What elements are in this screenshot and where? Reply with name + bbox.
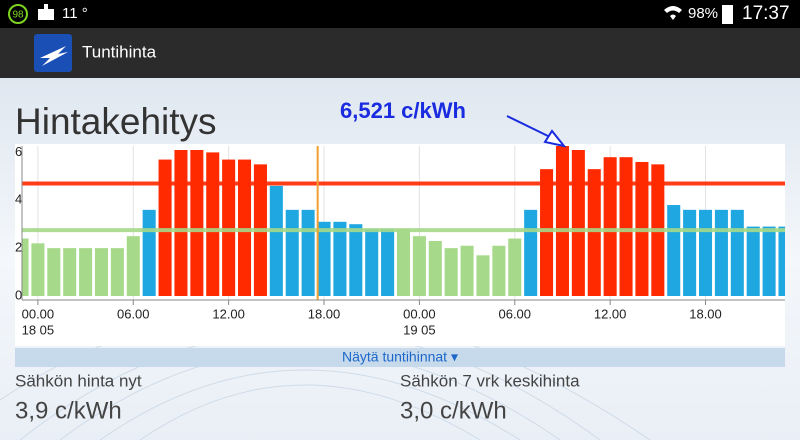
bar (317, 221, 331, 296)
bar (778, 226, 785, 296)
toggle-label[interactable]: Näytä tuntihinnat ▾ (342, 349, 458, 365)
bar (730, 209, 744, 296)
bar (460, 245, 474, 296)
bar (619, 157, 633, 296)
x-date-label: 19 05 (403, 322, 436, 337)
bar (301, 209, 315, 296)
bar (238, 159, 252, 296)
bar (667, 205, 681, 296)
bar (47, 248, 61, 296)
wifi-icon (664, 6, 682, 20)
page-title: Hintakehitys (15, 101, 217, 142)
x-date-label: 18 05 (22, 322, 55, 337)
info-label: Sähkön hinta nyt (15, 371, 142, 390)
bar (428, 240, 442, 296)
bar (571, 150, 585, 296)
temperature: 11 ° (62, 5, 88, 22)
bar (524, 209, 538, 296)
info-value: 3,0 c/kWh (400, 397, 507, 424)
bar (31, 243, 45, 296)
bar (22, 238, 29, 296)
y-tick-label: 0 (15, 287, 22, 302)
bar (587, 169, 601, 296)
annotation: 6,521 c/kWh (340, 98, 466, 123)
bar (79, 248, 93, 296)
y-tick-label: 2 (15, 240, 22, 255)
x-tick-label: 18.00 (308, 306, 341, 321)
bar (412, 236, 426, 296)
x-tick-label: 00.00 (403, 306, 436, 321)
battery-level: 98% (688, 5, 718, 22)
toggle-bar[interactable] (15, 348, 785, 367)
notification-icon (44, 4, 48, 10)
bar (555, 146, 569, 296)
bar (174, 150, 188, 296)
clock: 17:37 (742, 3, 790, 24)
bar (508, 238, 522, 296)
bar (603, 157, 617, 296)
bar (540, 169, 554, 296)
bar (714, 209, 728, 296)
app-bar (0, 28, 800, 78)
x-tick-label: 06.00 (117, 306, 150, 321)
info-label: Sähkön 7 vrk keskihinta (400, 371, 580, 390)
bar (381, 228, 395, 296)
bar (94, 248, 108, 296)
bar (492, 245, 506, 296)
bar (333, 221, 347, 296)
y-tick-label: 6 (15, 144, 22, 159)
bar (222, 159, 236, 296)
bar (746, 226, 760, 296)
x-tick-label: 12.00 (212, 306, 245, 321)
x-tick-label: 00.00 (22, 306, 55, 321)
bar (349, 224, 363, 296)
chart: 00.00 06.00 12.00 18.00 00.00 06.00 12.00 18.00… (15, 144, 785, 337)
app-title: Tuntihinta (82, 42, 157, 61)
bar (444, 248, 458, 296)
bar (762, 226, 776, 296)
notification-icon (38, 9, 54, 20)
bar (476, 255, 490, 296)
bar (396, 228, 411, 296)
y-tick-label: 4 (15, 192, 22, 207)
bar (110, 248, 124, 296)
bar (285, 209, 299, 296)
bar (126, 236, 140, 296)
x-tick-label: 18.00 (689, 306, 722, 321)
battery-icon (722, 5, 733, 24)
bar (158, 159, 172, 296)
bar (63, 248, 77, 296)
x-tick-label: 12.00 (594, 306, 627, 321)
badge: 98 (12, 10, 24, 21)
bar (269, 185, 283, 296)
app-icon-glyph (40, 46, 68, 66)
status-bar (0, 0, 800, 28)
bar (683, 209, 697, 296)
x-tick-label: 06.00 (498, 306, 531, 321)
bar (699, 209, 713, 296)
bar (190, 150, 204, 296)
info-value: 3,9 c/kWh (15, 397, 122, 424)
annotation-arrow (506, 115, 549, 137)
bar (142, 209, 156, 296)
annotation-arrow-head (543, 129, 567, 148)
badge-icon (8, 4, 28, 24)
bar (365, 228, 379, 296)
plot-area (22, 146, 785, 300)
bar (206, 152, 220, 296)
